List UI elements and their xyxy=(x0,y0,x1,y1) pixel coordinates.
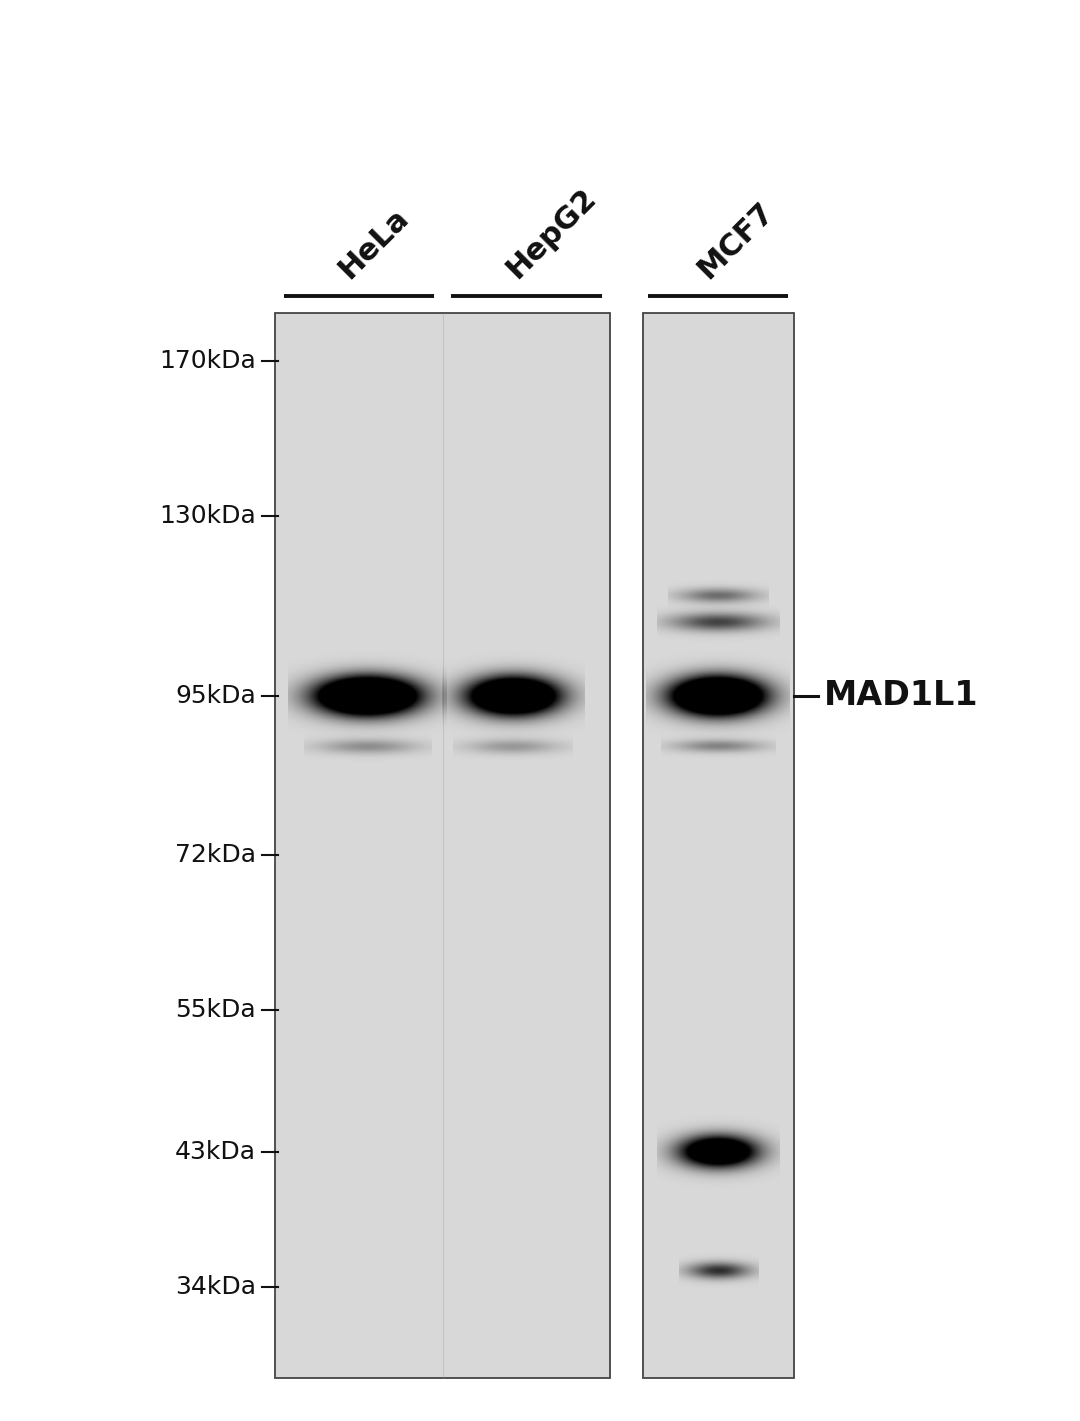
Text: MCF7: MCF7 xyxy=(692,196,780,284)
Text: 43kDa: 43kDa xyxy=(175,1140,256,1164)
Text: 170kDa: 170kDa xyxy=(159,350,256,374)
Text: 55kDa: 55kDa xyxy=(175,999,256,1022)
Text: HeLa: HeLa xyxy=(334,203,415,284)
Text: 130kDa: 130kDa xyxy=(159,503,256,527)
Text: 95kDa: 95kDa xyxy=(175,684,256,708)
FancyBboxPatch shape xyxy=(643,313,794,1378)
FancyBboxPatch shape xyxy=(275,313,610,1378)
Text: 72kDa: 72kDa xyxy=(175,844,256,867)
Text: 34kDa: 34kDa xyxy=(175,1275,256,1299)
Text: HepG2: HepG2 xyxy=(501,183,602,284)
Text: MAD1L1: MAD1L1 xyxy=(824,679,978,712)
